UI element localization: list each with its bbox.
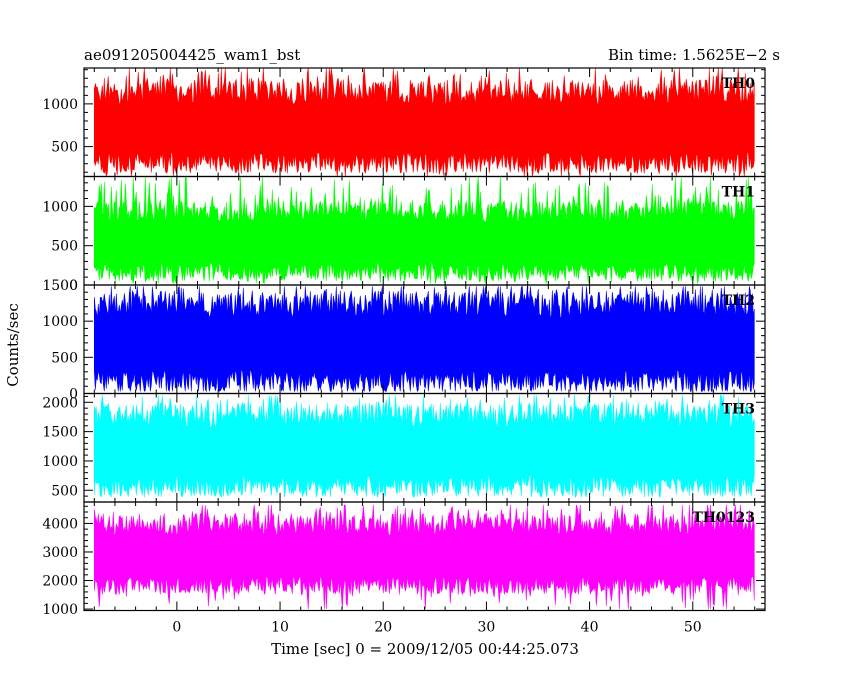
y-tick-label: 4000: [42, 516, 78, 532]
y-tick-label: 2000: [42, 574, 78, 590]
y-tick-label: 1000: [42, 97, 78, 113]
y-tick-label: 3000: [42, 545, 78, 561]
panel-label-th2: TH2: [722, 293, 755, 309]
y-tick-label: 500: [51, 483, 78, 499]
x-tick-label: 0: [172, 620, 181, 636]
panel-label-th3: TH3: [722, 402, 755, 418]
y-tick-label: 0: [69, 387, 78, 403]
panel-stack: 500 1000 TH0 0 500 1000 TH1 0 500 1000 1500 TH2 500 1…: [42, 67, 766, 618]
y-tick-label: 0: [69, 278, 78, 294]
x-axis-label: Time [sec] 0 = 2009/12/05 00:44:25.073: [271, 640, 579, 658]
y-tick-label: 1000: [42, 602, 78, 618]
series-th0: [94, 67, 755, 177]
y-axis-label: Counts/sec: [4, 303, 22, 387]
y-tick-label: 1000: [42, 199, 78, 215]
panel-th2: 0 500 1000 1500 TH2: [42, 278, 766, 403]
y-tick-label: 1500: [42, 425, 78, 441]
series-th2: [94, 285, 755, 393]
series-th0123: [94, 504, 755, 610]
panel-label-th0123: TH0123: [692, 510, 755, 526]
y-tick-label: 500: [51, 239, 78, 255]
y-tick-label: 500: [51, 140, 78, 156]
x-tick-label: 10: [271, 620, 289, 636]
plot-title: ae091205004425_wam1_bst: [84, 46, 300, 64]
panel-th0: 500 1000 TH0: [42, 67, 766, 178]
bin-time-label: Bin time: 1.5625E−2 s: [608, 46, 780, 64]
x-tick-label: 20: [374, 620, 392, 636]
series-th1: [94, 175, 755, 285]
panel-th0123: 1000 2000 3000 4000 TH0123: [42, 501, 766, 618]
panel-label-th0: TH0: [722, 76, 756, 92]
panel-th3: 500 1000 1500 2000 TH3: [42, 392, 766, 503]
y-tick-label: 2000: [42, 395, 78, 411]
y-tick-label: 500: [51, 350, 78, 366]
x-axis: 0 10 20 30 40 50: [172, 620, 701, 636]
y-tick-label: 1000: [42, 314, 78, 330]
y-tick-label: 1000: [42, 454, 78, 470]
x-tick-label: 40: [581, 620, 599, 636]
x-tick-label: 30: [477, 620, 495, 636]
panel-label-th1: TH1: [722, 185, 755, 201]
x-tick-label: 50: [684, 620, 702, 636]
panel-th1: 0 500 1000 TH1: [42, 175, 766, 294]
y-tick-label: 1500: [42, 278, 78, 294]
series-th3: [94, 395, 755, 499]
